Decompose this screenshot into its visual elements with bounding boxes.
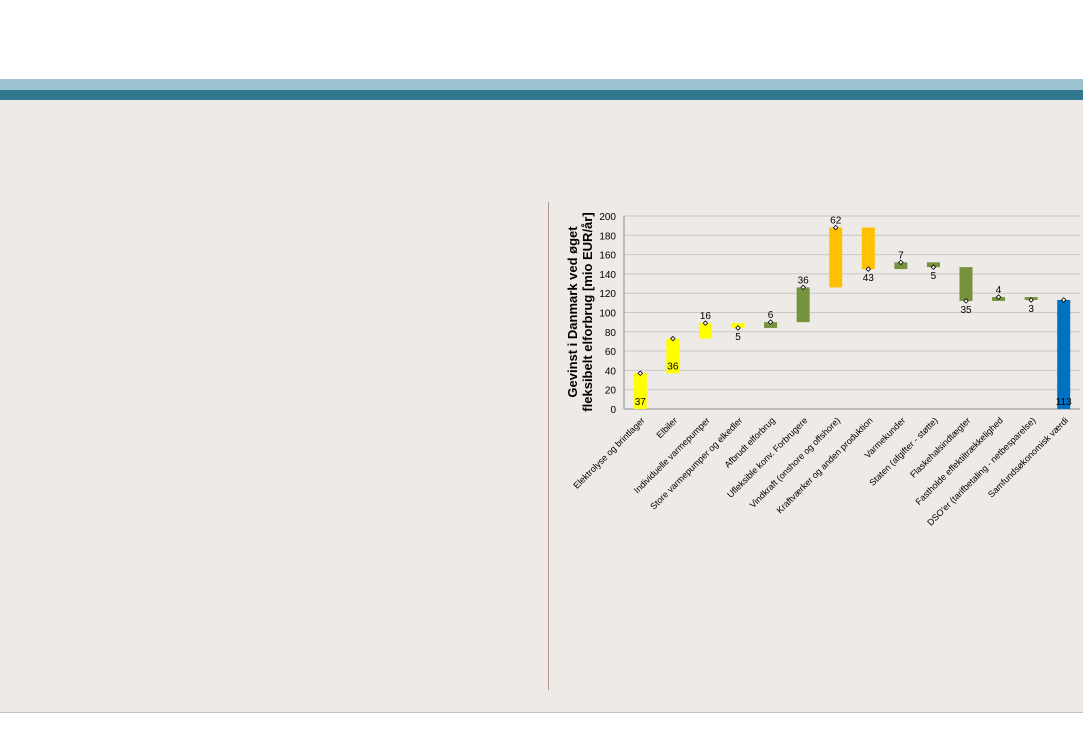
data-label: 35	[960, 305, 972, 316]
bar-marker	[995, 294, 1002, 300]
y-tick-label: 200	[599, 212, 616, 223]
bar	[698, 323, 712, 339]
x-tick-labels: Elektrolyse og brintlager ElbilerIndividu…	[571, 415, 1070, 527]
data-label: 4	[996, 285, 1002, 296]
y-tick-label: 100	[599, 309, 616, 320]
y-tick-label: 40	[605, 366, 617, 377]
data-label: 113	[1056, 397, 1072, 408]
y-tick-label: 160	[599, 251, 616, 262]
bar	[764, 322, 778, 328]
y-tick-label: 60	[605, 347, 617, 358]
data-label: 16	[700, 311, 712, 322]
bar-marker	[898, 259, 904, 266]
footer-rule	[0, 712, 1083, 713]
bar-marker	[637, 370, 644, 377]
bar-marker	[930, 264, 937, 270]
y-tick-label: 20	[605, 386, 617, 397]
bar	[1057, 299, 1071, 409]
x-tick-label: Elbiler	[655, 415, 680, 440]
y-tick-label: 120	[599, 289, 616, 300]
bars	[633, 227, 1071, 409]
x-tick-label: Flaskehalsindtægter	[908, 415, 972, 479]
bar-marker	[1060, 297, 1067, 303]
bar	[861, 227, 875, 270]
data-label: 7	[898, 250, 904, 261]
bar	[796, 287, 810, 323]
bar-marker	[832, 224, 839, 231]
y-tick-label: 0	[610, 405, 616, 416]
bar	[829, 227, 843, 288]
bar-marker	[670, 335, 676, 342]
y-tick-label: 80	[605, 328, 617, 339]
bar	[666, 338, 680, 374]
vertical-divider	[548, 202, 549, 690]
y-tick-labels: 0 20 40 60 80 100 120 140 160 180 200	[599, 212, 616, 416]
y-axis-label-line-1: Gevinst i Danmark ved øget	[565, 226, 580, 398]
bar	[894, 262, 908, 270]
slide-content-area	[0, 100, 1083, 712]
x-tick-label: Elektrolyse og brintlager	[571, 415, 646, 490]
bar-marker	[735, 325, 741, 331]
y-tick-label: 180	[599, 231, 616, 242]
data-label: 43	[863, 273, 875, 284]
bar-marker	[865, 266, 872, 272]
y-axis-label-line-2: fleksibelt elforbrug [mio EUR/år]	[580, 212, 595, 411]
data-label: 5	[931, 271, 937, 282]
data-label: 37	[635, 397, 647, 408]
data-label: 62	[830, 216, 842, 227]
data-label: 6	[768, 310, 774, 321]
data-label: 36	[798, 275, 810, 286]
bar	[633, 373, 647, 409]
bar-marker	[963, 298, 969, 304]
header-band-light	[0, 79, 1083, 90]
bar-marker	[800, 284, 806, 291]
data-label: 36	[667, 361, 679, 372]
y-tick-label: 140	[599, 270, 616, 281]
bar-marker	[1028, 297, 1034, 303]
bar-marker	[702, 320, 709, 326]
header-band-dark	[0, 90, 1083, 100]
data-label: 3	[1028, 304, 1034, 315]
markers	[637, 224, 1067, 377]
data-label: 5	[735, 332, 741, 343]
gridlines	[623, 215, 1080, 410]
bar-marker	[767, 319, 774, 325]
bar	[959, 267, 973, 301]
